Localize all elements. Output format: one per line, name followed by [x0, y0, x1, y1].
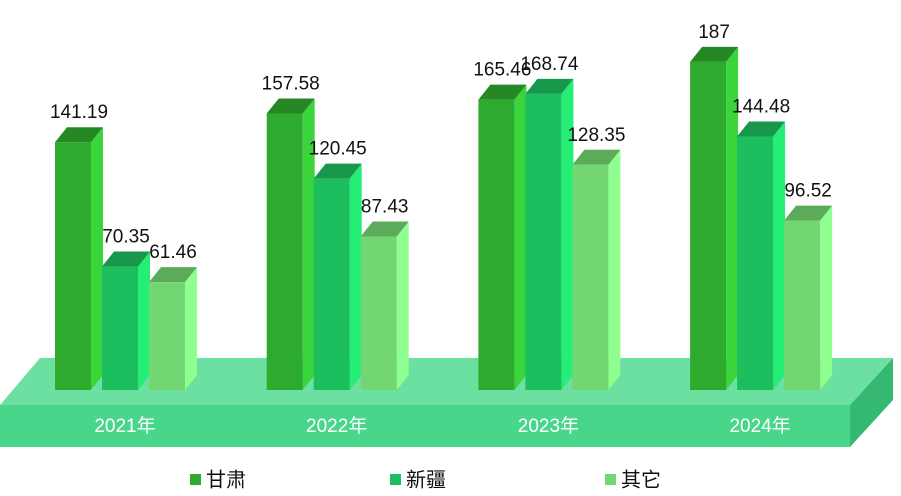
platform-top [0, 358, 893, 405]
platform-side [850, 358, 893, 447]
bar-side [561, 78, 574, 390]
legend-label: 其它 [621, 468, 661, 491]
bar-side [608, 149, 621, 390]
legend-swatch [605, 474, 616, 485]
bar-top [313, 163, 362, 179]
bar-top [784, 205, 833, 221]
bar-top [572, 149, 621, 165]
value-label: 187 [698, 22, 730, 43]
bar-side [138, 251, 150, 390]
bar [478, 99, 515, 390]
value-label: 157.58 [262, 73, 320, 94]
bar [149, 282, 185, 390]
bar-side [349, 163, 362, 390]
value-label: 165.46 [473, 60, 531, 81]
value-label: 61.46 [149, 242, 197, 263]
x-tick-label: 2021年 [94, 415, 155, 437]
bar [690, 61, 727, 390]
bar-side [773, 121, 786, 391]
bar-side [185, 267, 197, 390]
bar-top [525, 78, 574, 94]
value-label: 144.48 [732, 96, 790, 117]
bar [525, 93, 562, 390]
x-tick-label: 2022年 [306, 415, 367, 437]
value-label: 141.19 [50, 102, 108, 123]
bar-side [820, 205, 833, 390]
value-label: 96.52 [784, 181, 832, 202]
legend-swatch [190, 474, 201, 485]
value-label: 87.43 [361, 197, 409, 218]
value-label: 168.74 [520, 54, 579, 75]
bar [55, 142, 91, 390]
bar-top [102, 251, 150, 267]
bar-side [91, 127, 103, 390]
value-label: 70.35 [102, 227, 150, 248]
bar-top [149, 267, 197, 283]
bar-top [266, 98, 315, 114]
bar-top [55, 127, 103, 143]
bar [266, 113, 303, 391]
platform-front [0, 405, 850, 447]
bar-side [514, 84, 527, 390]
bar [360, 236, 397, 390]
legend-swatch [390, 474, 401, 485]
legend-label: 甘肃 [206, 468, 246, 491]
bar-top [360, 221, 409, 237]
bar-top [690, 46, 739, 62]
value-label: 120.45 [309, 139, 367, 160]
platform [0, 358, 893, 447]
bar-side [726, 46, 739, 390]
bar [102, 266, 138, 390]
bar-side [302, 98, 315, 391]
value-label: 128.35 [567, 125, 625, 146]
bar [784, 220, 821, 390]
bar-top [737, 121, 786, 137]
bar [313, 178, 350, 390]
bar-side [396, 221, 409, 390]
bar [572, 164, 609, 390]
bar-top [478, 84, 527, 100]
bar [737, 136, 774, 390]
x-tick-label: 2023年 [518, 415, 579, 437]
x-tick-label: 2024年 [729, 415, 790, 437]
legend-label: 新疆 [406, 468, 446, 491]
